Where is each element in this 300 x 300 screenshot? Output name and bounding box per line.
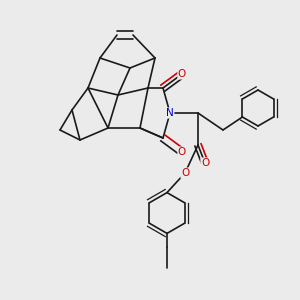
Text: O: O	[181, 168, 189, 178]
Text: O: O	[201, 158, 209, 168]
Text: O: O	[178, 69, 186, 79]
Text: O: O	[178, 147, 186, 157]
Text: N: N	[166, 108, 174, 118]
